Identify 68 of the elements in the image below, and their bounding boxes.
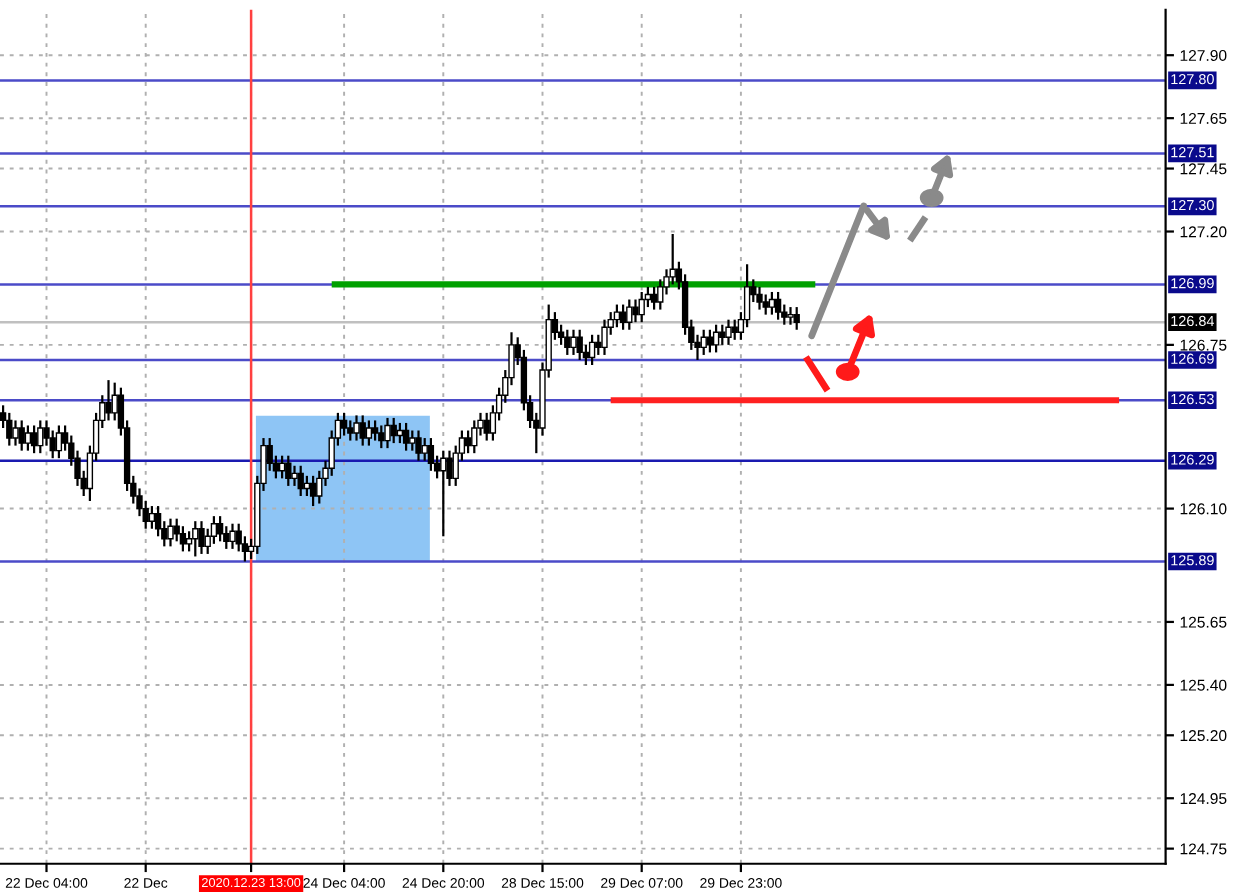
candlestick <box>229 522 236 550</box>
candlestick <box>793 305 800 331</box>
candlestick <box>30 424 38 455</box>
candlestick <box>111 381 118 422</box>
candlestick <box>719 323 726 346</box>
candlestick <box>316 469 323 505</box>
candlestick <box>595 333 602 357</box>
candlestick <box>24 424 32 452</box>
candlestick <box>613 303 621 329</box>
candlestick <box>774 290 782 321</box>
candlestick <box>768 290 776 316</box>
candlestick <box>285 454 292 488</box>
candlestick <box>198 520 205 556</box>
candlestick <box>700 328 707 357</box>
candlestick <box>440 449 447 538</box>
candlestick <box>154 504 162 538</box>
candlestick <box>650 285 658 311</box>
candlestick <box>576 328 583 362</box>
candlestick <box>384 416 391 450</box>
candlestick <box>427 436 435 472</box>
candlestick <box>706 328 714 354</box>
candlestick <box>396 421 404 445</box>
candlestick <box>340 411 348 437</box>
candlestick <box>37 419 44 455</box>
candlestick <box>309 474 317 508</box>
candlestick <box>712 323 720 354</box>
candlestick <box>55 424 63 460</box>
candlestick <box>464 429 472 455</box>
candlestick <box>787 305 794 326</box>
candlestick <box>725 318 732 346</box>
candlestick <box>235 522 242 553</box>
candlestick <box>483 411 490 442</box>
candlestick <box>179 525 187 553</box>
candlestick <box>471 419 478 455</box>
candlestick <box>762 293 769 316</box>
candlestick <box>216 515 224 543</box>
candlestick <box>353 414 360 442</box>
candlestick <box>402 421 410 452</box>
candlestick <box>6 411 13 447</box>
candlestick <box>18 419 25 452</box>
candlestick <box>12 419 19 447</box>
candlestick <box>626 298 633 331</box>
candlestick <box>390 416 397 445</box>
candlestick <box>371 419 379 442</box>
candlestick <box>378 424 385 450</box>
candlestick <box>564 328 571 357</box>
candlestick <box>421 436 428 462</box>
candlestick <box>105 379 112 422</box>
candlestick <box>632 298 639 324</box>
candlestick <box>167 517 174 548</box>
candlestick <box>638 290 645 324</box>
candlestick <box>669 232 676 286</box>
candlestick <box>619 303 627 331</box>
candlestick <box>359 414 366 447</box>
candlestick <box>731 318 738 341</box>
candlestick <box>570 328 577 357</box>
candlestick <box>192 520 199 558</box>
candlestick <box>148 504 156 530</box>
candlestick <box>601 318 608 357</box>
candlestick <box>365 419 373 447</box>
candlestick <box>303 474 311 498</box>
candlestick <box>409 429 416 452</box>
candlestick <box>588 333 596 367</box>
candlestick <box>756 285 763 311</box>
candlestick <box>415 429 422 462</box>
candlestick <box>291 464 298 488</box>
candlestick <box>347 419 354 442</box>
candlestick <box>297 464 304 498</box>
